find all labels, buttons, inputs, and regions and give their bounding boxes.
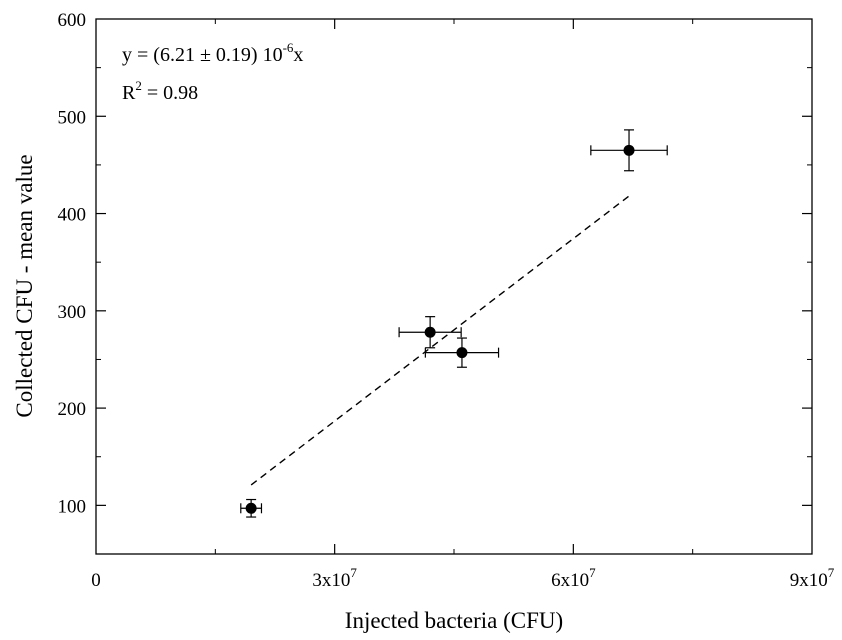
x-tick-label-base: 6x10	[551, 570, 589, 591]
r2-exponent: 2	[135, 78, 142, 93]
x-tick-label: 9x107	[790, 565, 835, 591]
data-point-group	[398, 316, 462, 349]
y-tick-label: 600	[58, 10, 87, 31]
y-tick-label: 100	[58, 496, 87, 517]
x-tick-label: 6x107	[551, 565, 596, 591]
y-tick-label: 400	[58, 205, 87, 226]
r2-prefix: R	[122, 82, 136, 104]
data-point	[623, 144, 635, 156]
equation-exponent: -6	[283, 40, 294, 55]
fit-line-group	[250, 195, 630, 486]
data-point	[456, 347, 468, 359]
x-tick-label-exponent: 7	[350, 565, 357, 580]
x-axis-title: Injected bacteria (CFU)	[345, 608, 563, 633]
data-point-group	[240, 498, 263, 518]
r2-suffix: = 0.98	[142, 82, 198, 104]
equation-suffix: x	[293, 44, 303, 66]
r-squared-annotation: R2 = 0.98	[122, 78, 198, 104]
equation-prefix: y = (6.21 ± 0.19) 10	[122, 44, 283, 66]
y-tick-label: 300	[58, 302, 87, 323]
x-tick-label-base: 9x10	[790, 570, 828, 591]
x-tick-label: 3x107	[312, 565, 357, 591]
x-tick-label-exponent: 7	[589, 565, 596, 580]
x-tick-label-base: 3x10	[312, 570, 350, 591]
data-points	[240, 129, 668, 518]
equation-annotation: y = (6.21 ± 0.19) 10-6x	[122, 40, 303, 66]
data-point	[424, 326, 436, 338]
x-tick-label-base: 0	[91, 570, 101, 591]
y-axis-title: Collected CFU - mean value	[12, 154, 37, 417]
y-tick-label: 500	[58, 107, 87, 128]
data-point-group	[590, 129, 668, 172]
data-point-group	[424, 337, 500, 368]
plot-frame	[95, 18, 813, 555]
data-point	[245, 502, 257, 514]
x-tick-label: 0	[91, 570, 101, 591]
fit-line	[250, 195, 630, 486]
y-tick-label: 200	[58, 399, 87, 420]
x-tick-label-exponent: 7	[828, 565, 835, 580]
